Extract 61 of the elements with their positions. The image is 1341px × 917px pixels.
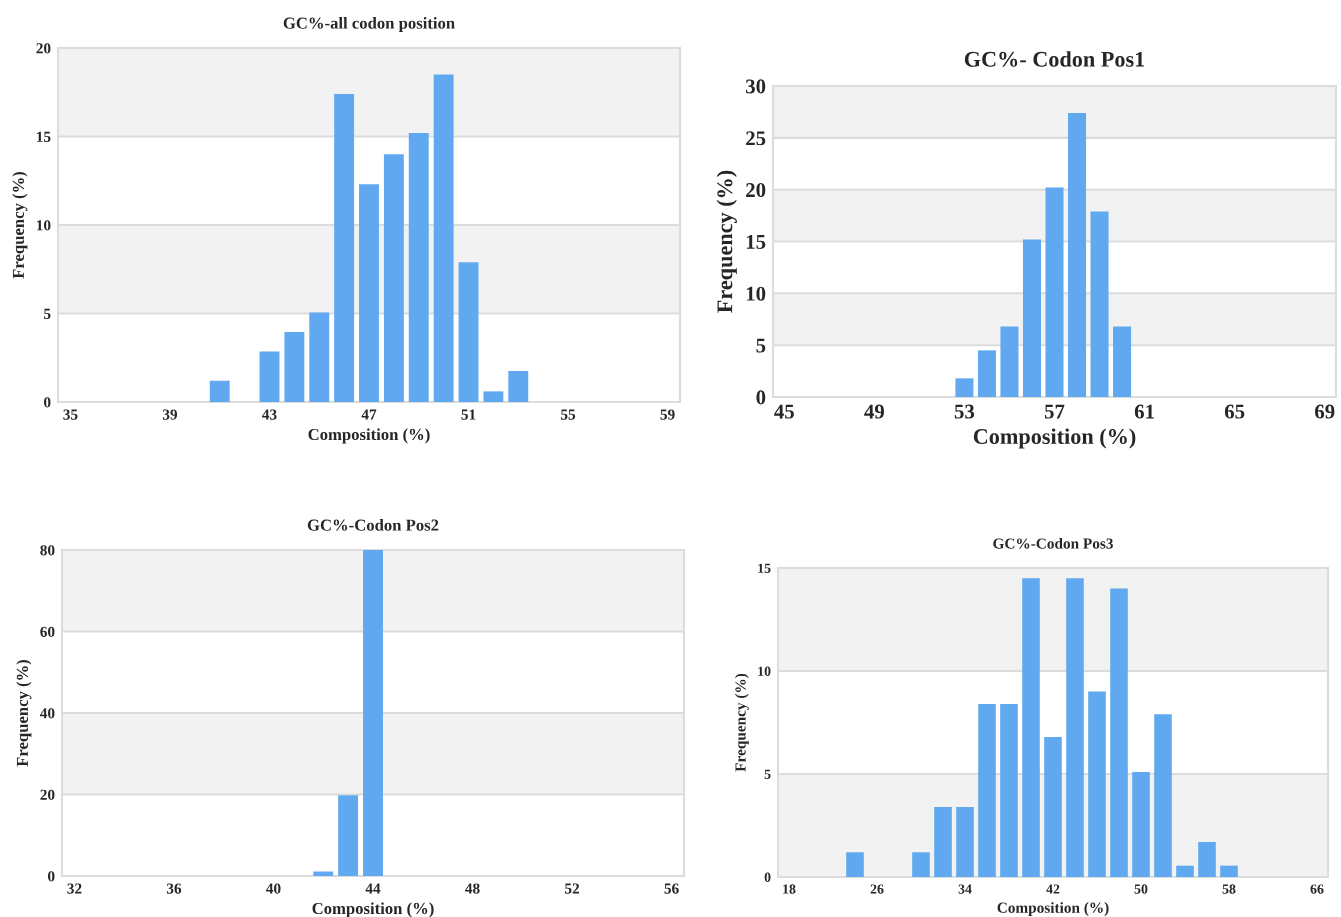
x-tick-label: 47 [361,409,377,420]
x-tick-label: 51 [461,409,476,420]
x-tick-label: 48 [465,883,480,894]
y-tick-label: 15 [746,234,766,249]
x-tick-label: 43 [262,409,277,420]
y-tick-label: 5 [764,769,771,779]
x-tick-label: 35 [63,409,78,420]
x-tick-label: 36 [166,883,182,894]
y-axis-title: Frequency (%) [16,659,32,767]
x-tick-label: 57 [1044,404,1065,419]
y-tick-label: 20 [36,43,51,54]
y-tick-label: 0 [44,397,51,408]
x-tick-label: 53 [954,404,975,419]
x-tick-label: 58 [1222,884,1236,894]
y-axis-title: Frequency (%) [734,673,749,772]
chart-title: GC%- Codon Pos1 [964,51,1145,67]
y-axis-title: Frequency (%) [12,171,28,279]
x-tick-label: 44 [365,883,381,894]
y-tick-label: 0 [756,390,766,405]
y-tick-label: 15 [758,563,771,573]
chart-title: GC%-all codon position [283,16,455,33]
x-tick-label: 49 [864,404,884,419]
x-tick-label: 40 [266,883,281,894]
x-tick-label: 56 [664,883,679,894]
y-tick-label: 10 [37,220,51,231]
x-axis-title: Composition (%) [997,902,1109,916]
x-tick-label: 65 [1224,404,1245,419]
y-tick-label: 40 [39,708,55,719]
x-tick-label: 42 [1046,884,1060,894]
chart-title: GC%-Codon Pos3 [993,537,1113,549]
y-tick-label: 60 [40,626,55,637]
x-tick-label: 18 [783,884,796,894]
y-tick-label: 20 [746,183,766,198]
y-tick-label: 80 [40,545,55,556]
y-tick-label: 5 [44,308,51,319]
x-tick-label: 55 [561,409,576,420]
y-tick-label: 30 [746,79,766,94]
y-tick-label: 5 [756,338,766,353]
x-tick-label: 34 [958,884,972,894]
x-tick-label: 59 [660,409,675,420]
x-tick-label: 52 [565,883,580,894]
chart-title: GC%-Codon Pos2 [307,518,439,531]
x-tick-label: 32 [67,883,82,894]
x-tick-label: 50 [1134,884,1148,894]
y-tick-label: 0 [764,872,771,882]
x-tick-label: 69 [1315,404,1335,419]
x-tick-label: 66 [1310,884,1324,894]
y-tick-label: 25 [746,131,766,146]
x-axis-title: Composition (%) [308,428,430,444]
y-tick-label: 10 [758,666,771,676]
x-tick-label: 61 [1134,404,1154,419]
y-tick-label: 10 [746,286,766,301]
x-tick-label: 39 [162,409,178,420]
y-tick-label: 0 [48,871,55,882]
x-axis-title: Composition (%) [973,428,1136,449]
x-tick-label: 45 [774,404,794,419]
y-tick-label: 20 [40,789,55,800]
y-axis-title: Frequency (%) [716,170,737,313]
y-tick-label: 15 [37,131,51,142]
x-tick-label: 26 [870,884,884,894]
x-axis-title: Composition (%) [312,902,434,917]
